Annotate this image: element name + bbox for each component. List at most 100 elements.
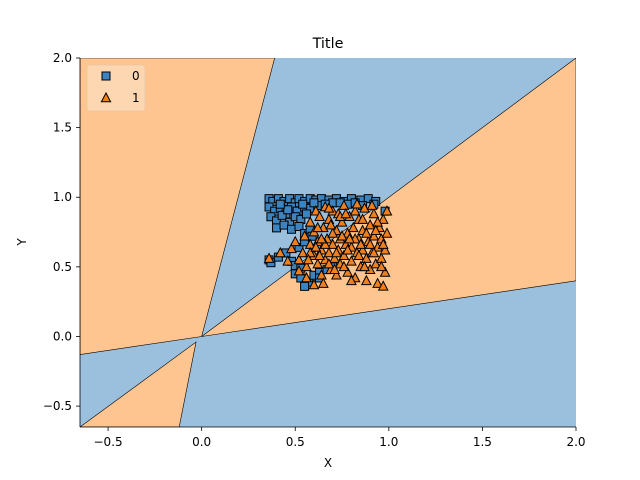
- x-axis-ticks: −0.5 0.0 0.5 1.0 1.5 2.0: [94, 427, 586, 449]
- class-1-point: [359, 202, 370, 213]
- class-1-point: [302, 253, 314, 265]
- class-1-point: [304, 246, 316, 258]
- y-tick-label: 1.5: [53, 121, 72, 135]
- legend-triangle-marker: [100, 91, 112, 103]
- legend-label-class-0: 0: [132, 69, 140, 83]
- legend-marker-class-1: [100, 91, 112, 103]
- class-1-point: [314, 249, 326, 261]
- class-0-point: [300, 281, 310, 291]
- class-1-point: [372, 277, 384, 288]
- class-1-point: [368, 207, 380, 219]
- class-1-point: [316, 269, 327, 280]
- class-1-point: [316, 232, 327, 244]
- legend-square-marker: [101, 71, 111, 81]
- class-1-point: [370, 258, 382, 269]
- x-tick-label: 1.5: [473, 435, 492, 449]
- class-1-point: [379, 266, 391, 277]
- y-tick-label: 0.5: [53, 260, 72, 274]
- y-axis-label: Y: [15, 238, 29, 247]
- class-1-point: [301, 260, 312, 272]
- class-1-point: [360, 252, 372, 263]
- chart-title: Title: [312, 36, 344, 52]
- x-tick-label: 2.0: [566, 435, 585, 449]
- class-1-point: [338, 260, 350, 272]
- class-1-point: [293, 264, 305, 276]
- class-1-point: [297, 246, 309, 258]
- class-1-point: [299, 230, 311, 241]
- class-1-point: [360, 227, 372, 238]
- class-0-point: [283, 205, 293, 215]
- x-tick-label: 0.5: [286, 435, 305, 449]
- class-1-point: [345, 274, 357, 286]
- class-1-point: [327, 227, 339, 238]
- class-0-point: [275, 199, 285, 209]
- class-1-point: [377, 280, 389, 291]
- class-1-point: [323, 202, 335, 213]
- class-1-point: [360, 274, 372, 286]
- class-1-point: [263, 252, 275, 263]
- class-1-point: [274, 246, 286, 258]
- class-1-point: [310, 205, 322, 216]
- x-tick-label: −0.5: [94, 435, 123, 449]
- class-1-point: [338, 249, 350, 261]
- legend: 0 1: [86, 64, 146, 112]
- legend-marker-class-0: [101, 71, 111, 81]
- class-1-point: [344, 232, 355, 244]
- class-1-point: [364, 219, 376, 230]
- class-1-point: [347, 221, 359, 233]
- class-1-point: [323, 246, 335, 258]
- class-1-point: [329, 263, 340, 274]
- class-1-regions: [80, 58, 576, 427]
- class-1-point: [368, 246, 380, 258]
- class-1-point: [330, 269, 342, 280]
- class-1-point: [366, 199, 378, 210]
- legend-label-class-1: 1: [132, 91, 140, 105]
- class-0-point: [272, 223, 282, 233]
- class-1-point: [340, 207, 352, 219]
- class-1-point: [351, 198, 363, 209]
- class-1-point: [314, 210, 326, 222]
- x-tick-label: 1.0: [379, 435, 398, 449]
- class-0-point: [294, 221, 304, 231]
- class-1-point: [330, 246, 342, 258]
- class-1-point: [293, 253, 305, 265]
- y-tick-label: 2.0: [53, 51, 72, 65]
- class-1-point: [308, 278, 320, 290]
- axes-spines: [79, 58, 576, 428]
- class-1-point: [327, 238, 339, 249]
- class-1-point: [301, 271, 312, 283]
- x-tick-label: 0.0: [192, 435, 211, 449]
- class-1-point: [379, 244, 391, 255]
- class-1-point: [304, 216, 316, 227]
- y-axis-ticks: −0.5 0.0 0.5 1.0 1.5 2.0: [43, 51, 80, 413]
- scatter-points: [263, 194, 393, 291]
- class-1-point: [370, 224, 382, 235]
- class-1-point: [289, 235, 301, 247]
- class-1-point: [317, 277, 329, 288]
- class-1-point: [338, 199, 350, 210]
- class-1-point: [349, 205, 361, 216]
- class-1-point: [342, 266, 354, 277]
- class-1-point: [319, 238, 331, 249]
- class-0-point: [309, 198, 319, 208]
- class-1-point: [336, 216, 348, 227]
- class-1-point: [329, 252, 340, 263]
- class-1-point: [353, 249, 365, 261]
- y-tick-label: −0.5: [43, 399, 72, 413]
- class-1-point: [372, 216, 384, 227]
- class-1-point: [381, 205, 393, 216]
- class-1-point: [312, 258, 324, 269]
- class-1-point: [381, 227, 393, 238]
- class-1-point: [336, 230, 348, 241]
- class-1-point: [357, 244, 369, 255]
- y-tick-label: 1.0: [53, 190, 72, 204]
- class-0-point: [277, 210, 287, 220]
- class-0-point: [298, 199, 308, 209]
- class-1-point: [282, 255, 294, 266]
- class-1-point: [286, 242, 297, 254]
- class-1-point: [357, 213, 369, 224]
- class-1-point: [377, 213, 389, 224]
- class-1-point: [323, 258, 335, 269]
- class-1-point: [342, 244, 354, 255]
